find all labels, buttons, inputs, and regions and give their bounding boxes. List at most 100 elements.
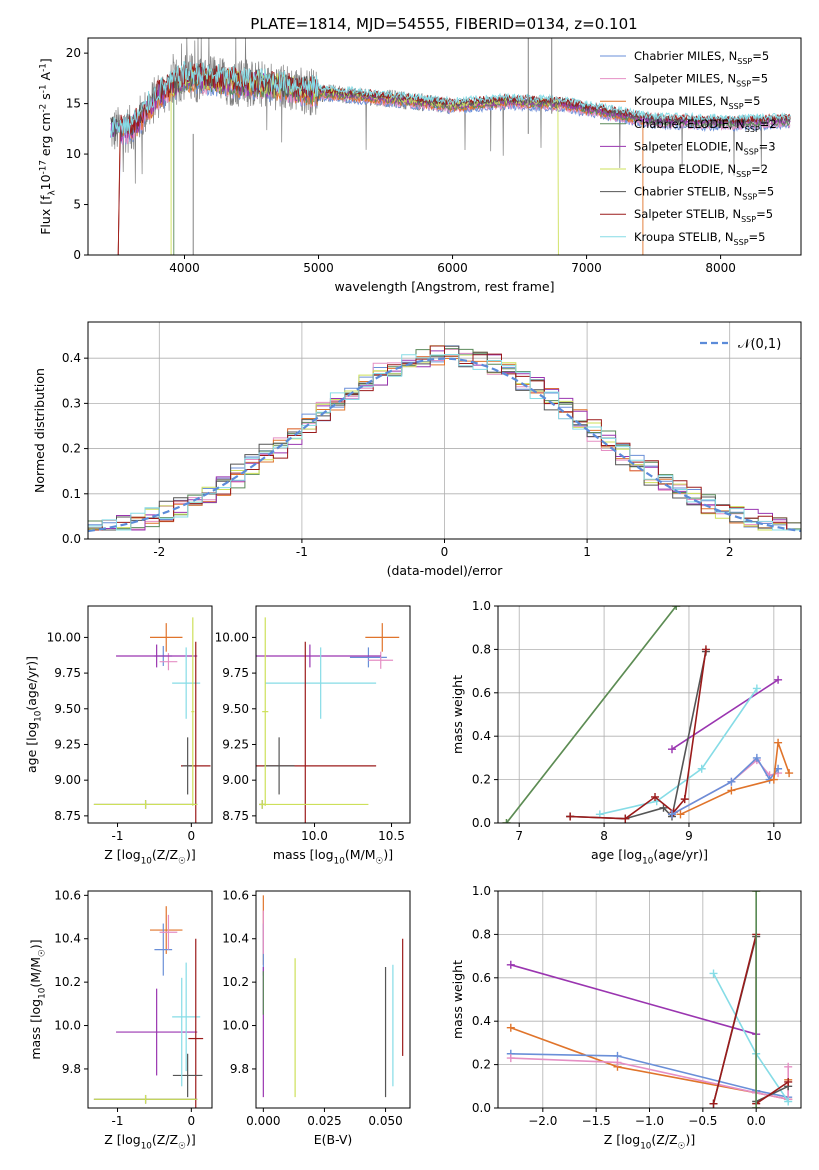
y-tick-label: 0.4 (472, 729, 491, 743)
weight-marker (727, 777, 736, 786)
legend-label: Kroupa MILES, NSSP=5 (634, 94, 760, 111)
y-tick-label: 9.8 (230, 1062, 249, 1076)
x-axis-label: Z [log10(Z/Z☉)] (604, 1132, 696, 1151)
text-segment: Kroupa ELODIE, N (634, 162, 736, 176)
text-segment: (Z/Z (651, 1132, 677, 1147)
x-axis-label: (data-model)/error (387, 563, 504, 578)
text-segment: SSP (741, 215, 756, 224)
x-tick-label: 0.025 (307, 1114, 341, 1128)
text-segment: 10 (640, 1141, 652, 1151)
y-tick-label: 5 (73, 198, 81, 212)
text-segment: (M/M (28, 957, 43, 988)
text-segment: Salpeter MILES, N (634, 72, 736, 86)
weight-marker (701, 645, 710, 654)
plot-area (262, 895, 404, 1098)
axes-frame (87, 37, 802, 256)
text-segment: (age/yr)] (24, 656, 39, 711)
y-tick-label: 10.0 (54, 1019, 81, 1033)
text-segment: (M/M (345, 847, 376, 862)
plot-area (110, 38, 791, 255)
text-segment: SSP (742, 193, 757, 202)
text-segment: -2 (39, 104, 49, 113)
y-tick-label: 10.2 (54, 975, 81, 989)
plot-area (502, 606, 794, 823)
weight-line-0 (510, 964, 757, 1035)
text-segment: wavelength [Angstrom, rest frame] (334, 279, 554, 294)
legend-label: Kroupa STELIB, NSSP=5 (634, 230, 765, 247)
y-tick-label: 0.6 (472, 971, 491, 985)
x-tick-label: 2 (726, 545, 734, 559)
y-tick-label: 10 (66, 147, 81, 161)
y-tick-label: 9.75 (222, 666, 249, 680)
weight-marker (667, 745, 676, 754)
text-segment: (Z/Z (152, 1132, 178, 1147)
y-tick-label: 20 (66, 46, 81, 60)
y-axis-label: mass weight (450, 960, 465, 1039)
text-segment: Kroupa MILES, N (634, 94, 729, 108)
gaussian-curve (88, 357, 801, 533)
x-tick-label: 8 (600, 829, 608, 843)
weight-marker (506, 960, 515, 969)
x-tick-label: 4000 (169, 261, 200, 275)
text-segment: Chabrier MILES, N (634, 49, 737, 63)
y-tick-label: 0.8 (472, 927, 491, 941)
weight-marker (613, 1058, 622, 1067)
weight-marker (784, 1062, 793, 1071)
y-tick-label: 10.2 (222, 975, 249, 989)
y-tick-label: 10.0 (222, 1019, 249, 1033)
y-tick-label: 9.50 (54, 702, 81, 716)
weight-marker (506, 1054, 515, 1063)
text-segment: SSP (734, 238, 749, 247)
weight-marker (667, 810, 676, 819)
text-segment: age [log (24, 722, 39, 773)
weight-line-2 (671, 679, 779, 750)
weight-marker (727, 786, 736, 795)
weight-marker (752, 684, 761, 693)
y-tick-label: 0.6 (472, 686, 491, 700)
panel-z-mass: -1 09.810.010.210.410.6Z [log10(Z/Z☉)]mas… (28, 888, 213, 1151)
text-segment: 10 (334, 856, 346, 866)
weight-line-1 (505, 606, 677, 823)
text-segment: (Z/Z (152, 847, 178, 862)
y-tick-label: 9.00 (54, 773, 81, 787)
y-tick-label: 0.4 (472, 1014, 491, 1028)
y-tick-label: 0.0 (472, 1101, 491, 1115)
x-tick-label: -1 (296, 545, 308, 559)
y-tick-label: 0.1 (62, 487, 81, 501)
weight-marker (752, 891, 761, 895)
text-segment: =3 (759, 139, 776, 153)
y-tick-label: 9.25 (222, 737, 249, 751)
panel-ebv-mass: 0.000 0.025 0.050 9.8 10.0 10.2 10.4 10.6 E(B-V) (222, 888, 411, 1147)
x-tick-label: −0.5 (688, 1114, 717, 1128)
text-segment: -1 (39, 84, 49, 93)
y-tick-label: 0.0 (62, 532, 81, 546)
weight-marker (784, 1077, 793, 1086)
model-spectrum-8 (110, 60, 791, 139)
text-segment: (data-model)/error (387, 563, 504, 578)
x-tick-label: 1 (583, 545, 591, 559)
text-segment: )] (28, 939, 43, 949)
weight-marker (774, 738, 783, 747)
weight-marker (774, 675, 783, 684)
weight-marker (680, 795, 689, 804)
weight-marker (676, 810, 685, 819)
legend-label: Salpeter ELODIE, NSSP=3 (634, 139, 776, 156)
text-segment: (age/yr)] (653, 847, 708, 862)
y-tick-label: 9.8 (62, 1062, 81, 1076)
x-axis-label: Z [log10(Z/Z☉)] (104, 1132, 196, 1151)
text-segment: =2 (751, 162, 768, 176)
y-tick-label: 0.3 (62, 396, 81, 410)
text-segment: mass weight (450, 960, 465, 1039)
y-axis-label: mass [log10(M/M☉)] (28, 939, 47, 1059)
text-segment: SSP (744, 147, 759, 156)
text-segment: =5 (744, 94, 761, 108)
x-axis-label: age [log10(age/yr)] (591, 847, 708, 866)
x-tick-label: -1 (112, 1114, 124, 1128)
legend-label: Salpeter MILES, NSSP=5 (634, 72, 768, 89)
text-segment: )] (186, 847, 196, 862)
legend-label: Chabrier ELODIE, NSSP=2 (634, 117, 777, 134)
text-segment: Z [log (104, 1132, 140, 1147)
y-tick-label: 1.0 (472, 884, 491, 898)
weight-marker (752, 753, 761, 762)
